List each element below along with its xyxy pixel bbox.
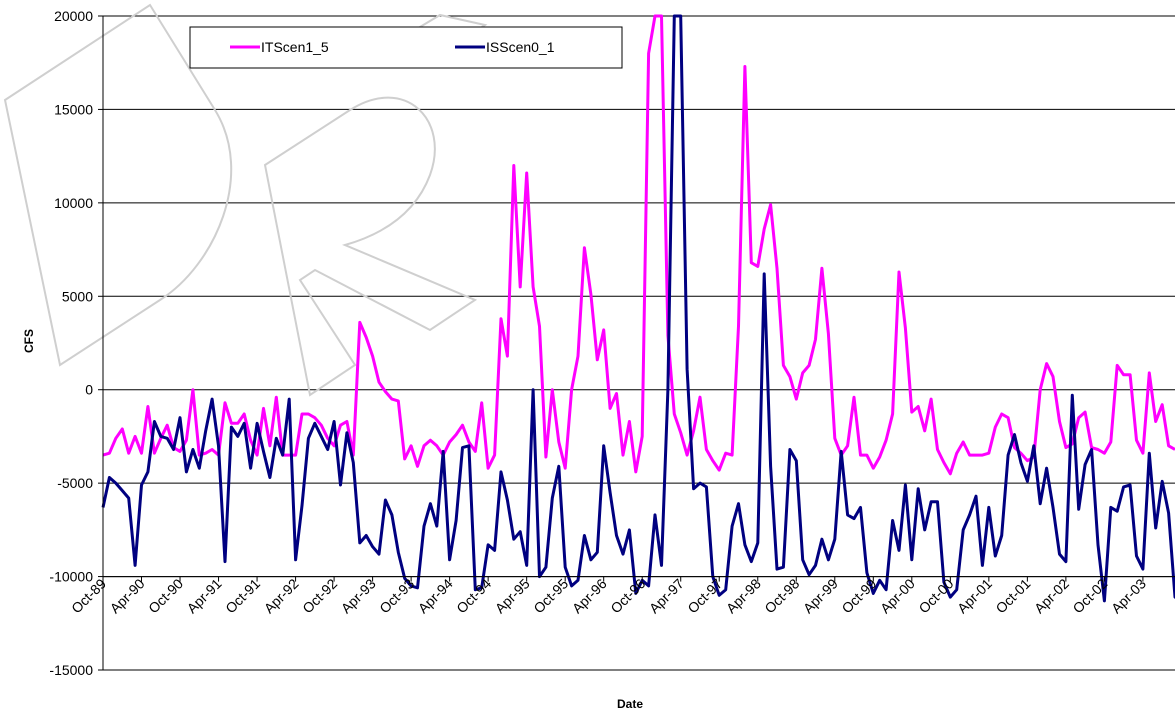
x-tick-label: Apr-00 (877, 575, 918, 616)
x-tick-label: Apr-03 (1108, 575, 1149, 616)
watermark-glyph (3, 3, 233, 367)
x-tick-label: Apr-93 (338, 575, 379, 616)
x-tick-label: Apr-92 (261, 575, 302, 616)
x-tick-label: Apr-90 (107, 575, 148, 616)
x-tick-label: Oct-92 (299, 575, 340, 616)
x-tick-label: Apr-97 (646, 575, 687, 616)
y-tick-label: -15000 (49, 662, 93, 678)
x-tick-label: Oct-98 (761, 575, 802, 616)
watermark-glyph (263, 96, 478, 397)
x-tick-label: Apr-02 (1031, 575, 1072, 616)
y-tick-label: -5000 (57, 475, 93, 491)
y-tick-label: 20000 (54, 8, 93, 24)
y-axis-title: CFS (22, 329, 36, 353)
legend-box (189, 26, 623, 69)
x-tick-label: Apr-91 (184, 575, 225, 616)
x-tick-label: Apr-98 (723, 575, 764, 616)
legend: ITScen1_5 ISScen0_1 (189, 26, 623, 69)
series-lines (101, 14, 1175, 603)
x-tick-label: Oct-01 (992, 575, 1033, 616)
x-tick-label: Oct-95 (530, 575, 571, 616)
x-tick-label: Oct-90 (145, 575, 186, 616)
y-tick-label: 15000 (54, 101, 93, 117)
x-tick-label: Apr-01 (954, 575, 995, 616)
y-tick-label: 5000 (62, 288, 93, 304)
x-tick-label: Oct-91 (222, 575, 263, 616)
x-tick-label: Apr-94 (415, 575, 456, 616)
x-tick-label: Oct-96 (607, 575, 648, 616)
x-tick-label: Apr-99 (800, 575, 841, 616)
legend-label-isscen0-1: ISScen0_1 (486, 39, 555, 55)
x-tick-labels: Oct-89Apr-90Oct-90Apr-91Oct-91Apr-92Oct-… (68, 575, 1149, 616)
x-tick-label: Apr-95 (492, 575, 533, 616)
series-line-isscen0-1 (101, 14, 1175, 603)
y-tick-label: 10000 (54, 195, 93, 211)
y-tick-label: 0 (85, 382, 93, 398)
x-tick-label: Oct-99 (838, 575, 879, 616)
axes (98, 15, 1175, 671)
x-tick-label: Oct-93 (376, 575, 417, 616)
y-tick-label: -10000 (49, 569, 93, 585)
x-axis-title: Date (617, 697, 643, 711)
legend-label-itscen1-5: ITScen1_5 (261, 39, 329, 55)
y-tick-labels: -15000 -10000 -5000 0 5000 10000 15000 20000 (49, 8, 93, 678)
gridlines (103, 15, 1175, 671)
series-line-itscen1-5 (102, 14, 1175, 476)
